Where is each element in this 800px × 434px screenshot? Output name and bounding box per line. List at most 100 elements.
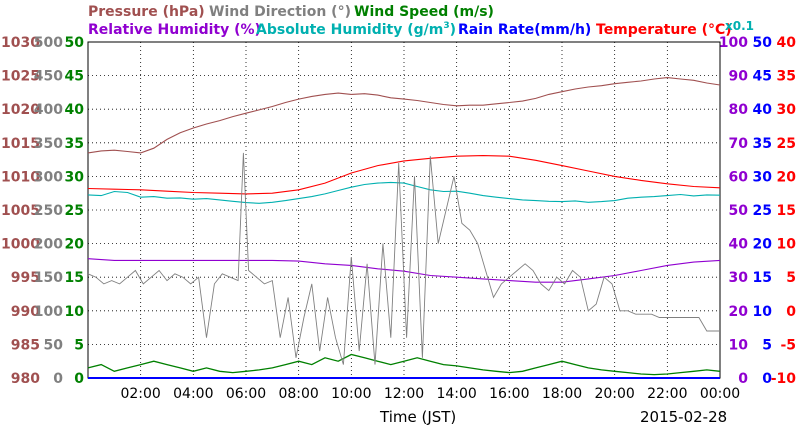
right-tick-temperature: 35 (777, 69, 796, 85)
series-temperature (87, 155, 721, 195)
left-tick-pressure: 1015 (1, 136, 40, 152)
right-tick-temperature: 5 (786, 270, 796, 286)
x-tick: 06:00 (226, 386, 266, 402)
left-tick-wind-direction: 100 (34, 304, 63, 320)
right-tick-rain-rate: 0 (762, 371, 772, 387)
right-tick-rain-rate: 45 (753, 69, 772, 85)
left-tick-pressure: 995 (11, 270, 40, 286)
legend-absolute-humidity-label: Absolute Humidity (g/m (256, 22, 443, 38)
left-tick-wind-direction: 350 (34, 136, 63, 152)
left-axes: 1030102510201015101010051000995990985980… (1, 35, 84, 387)
left-tick-wind-direction: 200 (34, 237, 63, 253)
x-tick: 22:00 (647, 386, 687, 402)
x-tick: 00:00 (700, 386, 740, 402)
left-tick-wind-direction: 0 (53, 371, 63, 387)
legend-absolute-humidity: Absolute Humidity (g/m3) (256, 21, 456, 38)
left-tick-pressure: 980 (11, 371, 40, 387)
right-tick-relative-humidity: 90 (729, 69, 749, 85)
left-tick-wind-speed: 0 (74, 371, 84, 387)
right-tick-relative-humidity: 60 (729, 169, 749, 185)
series-pressure (87, 77, 721, 154)
right-tick-rain-rate: 10 (753, 304, 773, 320)
right-tick-rain-rate: 40 (753, 102, 773, 118)
left-tick-wind-direction: 450 (34, 69, 63, 85)
left-tick-pressure: 1000 (1, 237, 40, 253)
right-tick-rain-rate: 35 (753, 136, 772, 152)
legend-relative-humidity: Relative Humidity (%) (88, 22, 261, 38)
left-tick-wind-speed: 35 (65, 136, 84, 152)
x-tick: 12:00 (384, 386, 424, 402)
legend-pressure: Pressure (hPa) (88, 4, 205, 20)
legend-rain-rate: Rain Rate(mm/h) (458, 22, 591, 38)
left-tick-pressure: 1025 (1, 69, 40, 85)
right-tick-relative-humidity: 10 (729, 337, 749, 353)
right-tick-rain-rate: 20 (753, 237, 773, 253)
right-tick-temperature: 15 (777, 203, 796, 219)
right-tick-temperature: 30 (777, 102, 797, 118)
right-tick-rain-rate: 25 (753, 203, 772, 219)
left-tick-wind-direction: 150 (34, 270, 63, 286)
x-axis: 02:00 04:00 06:00 08:00 10:00 12:00 14:00 16:00… (120, 386, 740, 402)
right-tick-relative-humidity: 100 (719, 35, 748, 51)
x-tick: 04:00 (173, 386, 213, 402)
series-layer (87, 77, 721, 379)
right-tick-relative-humidity: 50 (729, 203, 749, 219)
legend-wind-speed: Wind Speed (m/s) (354, 4, 494, 20)
legend-temperature: Temperature (°C) (596, 22, 732, 38)
right-tick-rain-rate: 50 (753, 35, 773, 51)
right-tick-rain-rate: 5 (762, 337, 772, 353)
left-tick-wind-speed: 40 (65, 102, 85, 118)
left-tick-wind-speed: 20 (65, 237, 85, 253)
x-axis-date: 2015-02-28 (640, 408, 727, 426)
left-tick-wind-direction: 400 (34, 102, 63, 118)
left-tick-pressure: 1020 (1, 102, 40, 118)
right-tick-relative-humidity: 20 (729, 304, 749, 320)
right-tick-rain-rate: 15 (753, 270, 772, 286)
series-absolute-humidity (87, 181, 721, 204)
left-tick-wind-speed: 30 (65, 169, 85, 185)
right-axes: 1009080706050403020100504540353025201510… (719, 35, 796, 387)
right-tick-relative-humidity: 0 (738, 371, 748, 387)
legend-absolute-humidity-sup: 3 (443, 21, 449, 31)
x-tick: 16:00 (489, 386, 529, 402)
right-tick-temperature: 20 (777, 169, 797, 185)
right-tick-temperature: -5 (780, 337, 796, 353)
right-tick-relative-humidity: 70 (729, 136, 749, 152)
legend-absolute-humidity-close: ) (450, 22, 456, 38)
series-wind-direction (87, 152, 720, 365)
x-tick: 08:00 (278, 386, 318, 402)
right-tick-temperature: -10 (771, 371, 797, 387)
right-tick-temperature: 25 (777, 136, 796, 152)
right-tick-temperature: 40 (777, 35, 797, 51)
x-tick: 10:00 (331, 386, 371, 402)
x-tick: 02:00 (120, 386, 160, 402)
left-tick-wind-direction: 50 (44, 337, 64, 353)
legend-wind-direction: Wind Direction (°) (209, 4, 351, 20)
left-tick-pressure: 985 (11, 337, 40, 353)
left-tick-pressure: 990 (11, 304, 40, 320)
series-wind-speed (87, 353, 721, 376)
x-tick: 14:00 (436, 386, 476, 402)
left-tick-wind-direction: 250 (34, 203, 63, 219)
left-tick-pressure: 1030 (1, 35, 40, 51)
left-tick-wind-speed: 25 (65, 203, 84, 219)
left-tick-wind-speed: 5 (74, 337, 84, 353)
left-tick-wind-direction: 300 (34, 169, 63, 185)
left-tick-wind-speed: 15 (65, 270, 84, 286)
x-tick: 20:00 (594, 386, 634, 402)
x-axis-label: Time (JST) (379, 408, 456, 426)
right-tick-rain-rate: 30 (753, 169, 773, 185)
right-tick-temperature: 0 (786, 304, 796, 320)
x-tick: 18:00 (542, 386, 582, 402)
left-tick-wind-direction: 500 (34, 35, 63, 51)
left-tick-wind-speed: 50 (65, 35, 85, 51)
left-tick-wind-speed: 10 (65, 304, 85, 320)
right-tick-relative-humidity: 40 (729, 237, 749, 253)
right-tick-relative-humidity: 30 (729, 270, 749, 286)
right-tick-relative-humidity: 80 (729, 102, 749, 118)
left-tick-pressure: 1010 (1, 169, 40, 185)
legend-abs-scale-note: x0.1 (725, 19, 754, 33)
left-tick-pressure: 1005 (1, 203, 40, 219)
left-tick-wind-speed: 45 (65, 69, 84, 85)
